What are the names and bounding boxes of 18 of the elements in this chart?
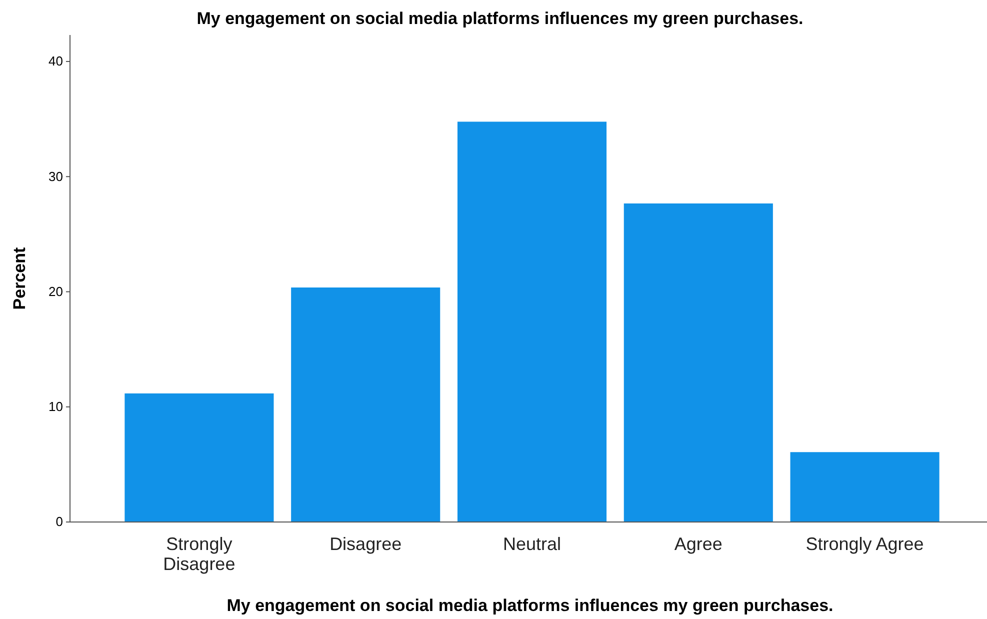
y-tick-label: 10 [48,399,63,414]
x-tick-label: Disagree [330,534,402,554]
x-axis-title: My engagement on social media platforms influences my green purchases. [226,596,834,615]
y-axis-title: Percent [10,246,29,310]
bar [623,202,774,522]
bar [790,451,940,522]
y-tick-label: 0 [56,514,63,530]
x-tick-label: Neutral [502,534,562,554]
x-tick-label: Agree [674,534,722,554]
y-tick-label: 40 [48,54,63,69]
bar [124,392,274,522]
bar [456,121,608,522]
bar [290,286,441,522]
x-tick-label: Strongly Agree [806,534,924,554]
y-tick-label: 30 [48,168,63,184]
x-tick-label: Strongly Disagree [163,534,236,574]
y-tick-label: 20 [48,284,63,299]
chart-title: My engagement on social media platforms influences my green purchases. [196,9,804,28]
